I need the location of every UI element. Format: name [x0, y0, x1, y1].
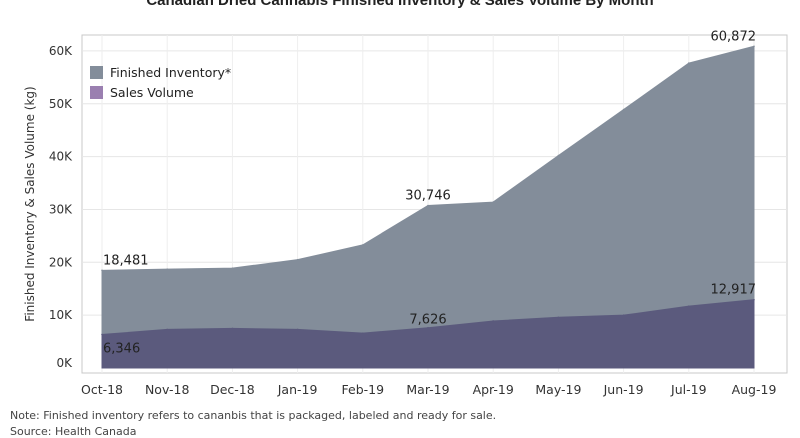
inventory-point	[427, 204, 429, 207]
sales-point	[296, 328, 299, 331]
x-tick-label: Apr-19	[473, 382, 514, 397]
x-tick-label: Feb-19	[342, 382, 385, 397]
legend-item-inventory: Finished Inventory*	[90, 62, 231, 82]
y-tick-label: 50K	[49, 97, 73, 111]
x-tick-label: Nov-18	[145, 382, 190, 397]
inventory-point	[296, 258, 299, 261]
x-tick-label: Jan-19	[277, 382, 318, 397]
legend-swatch-sales	[90, 85, 103, 99]
inventory-point	[492, 201, 495, 203]
x-tick-label: Jul-19	[670, 382, 707, 397]
inventory-point	[688, 62, 690, 64]
sales-point	[557, 316, 560, 319]
chart-source: Source: Health Canada	[10, 425, 137, 438]
inventory-data-label: 30,746	[405, 189, 451, 204]
sales-point	[427, 326, 429, 329]
y-tick-label: 10K	[49, 308, 73, 322]
inventory-point	[166, 268, 168, 270]
legend-label-sales: Sales Volume	[110, 84, 194, 100]
x-tick-label: Oct-18	[81, 382, 123, 397]
sales-point	[753, 298, 755, 301]
inventory-point	[557, 154, 560, 157]
inventory-point	[362, 244, 364, 246]
sales-data-label: 12,917	[711, 283, 757, 298]
legend-item-sales: Sales Volume	[90, 82, 231, 102]
sales-point	[101, 333, 103, 336]
y-tick-label: 60K	[49, 44, 73, 58]
axes: 0K 10K 20K 30K 40K 50K 60K Oct-18 Nov-18 Dec-18 Ja…	[49, 44, 777, 397]
sales-point	[622, 314, 625, 316]
y-tick-label: 0K	[56, 356, 73, 370]
sales-data-label: 7,626	[409, 313, 446, 328]
series-areas	[101, 45, 755, 369]
x-tick-label: Dec-18	[210, 382, 255, 397]
chart-note: Note: Finished inventory refers to canan…	[10, 409, 497, 422]
legend-swatch-inventory	[90, 65, 103, 79]
sales-point	[688, 305, 690, 307]
y-tick-label: 20K	[49, 255, 73, 269]
sales-point	[231, 327, 234, 330]
x-tick-label: Jun-19	[603, 382, 644, 397]
sales-point	[362, 332, 364, 334]
sales-point	[492, 320, 495, 322]
y-axis-label: Finished Inventory & Sales Volume (kg)	[23, 86, 37, 321]
inventory-data-label: 60,872	[711, 29, 757, 44]
x-tick-label: May-19	[535, 382, 581, 397]
sales-data-label: 6,346	[103, 341, 140, 356]
x-tick-label: Aug-19	[732, 382, 777, 397]
inventory-point	[753, 45, 755, 48]
legend-label-inventory: Finished Inventory*	[110, 64, 232, 80]
y-tick-label: 30K	[49, 202, 73, 216]
data-labels: 18,481 30,746 60,872 6,346 7,626 12,917	[103, 29, 756, 356]
sales-point	[166, 328, 168, 331]
area-finished-inventory	[101, 45, 755, 369]
x-tick-label: Mar-19	[406, 382, 449, 397]
area-sales-volume	[101, 299, 755, 369]
chart-title: Canadian Dried Cannabis Finished Invento…	[146, 0, 654, 9]
chart-legend: Finished Inventory* Sales Volume	[90, 62, 231, 102]
inventory-data-label: 18,481	[103, 253, 149, 268]
inventory-point	[101, 269, 103, 272]
inventory-point	[622, 108, 625, 111]
y-tick-label: 40K	[49, 150, 73, 164]
inventory-point	[231, 267, 234, 269]
